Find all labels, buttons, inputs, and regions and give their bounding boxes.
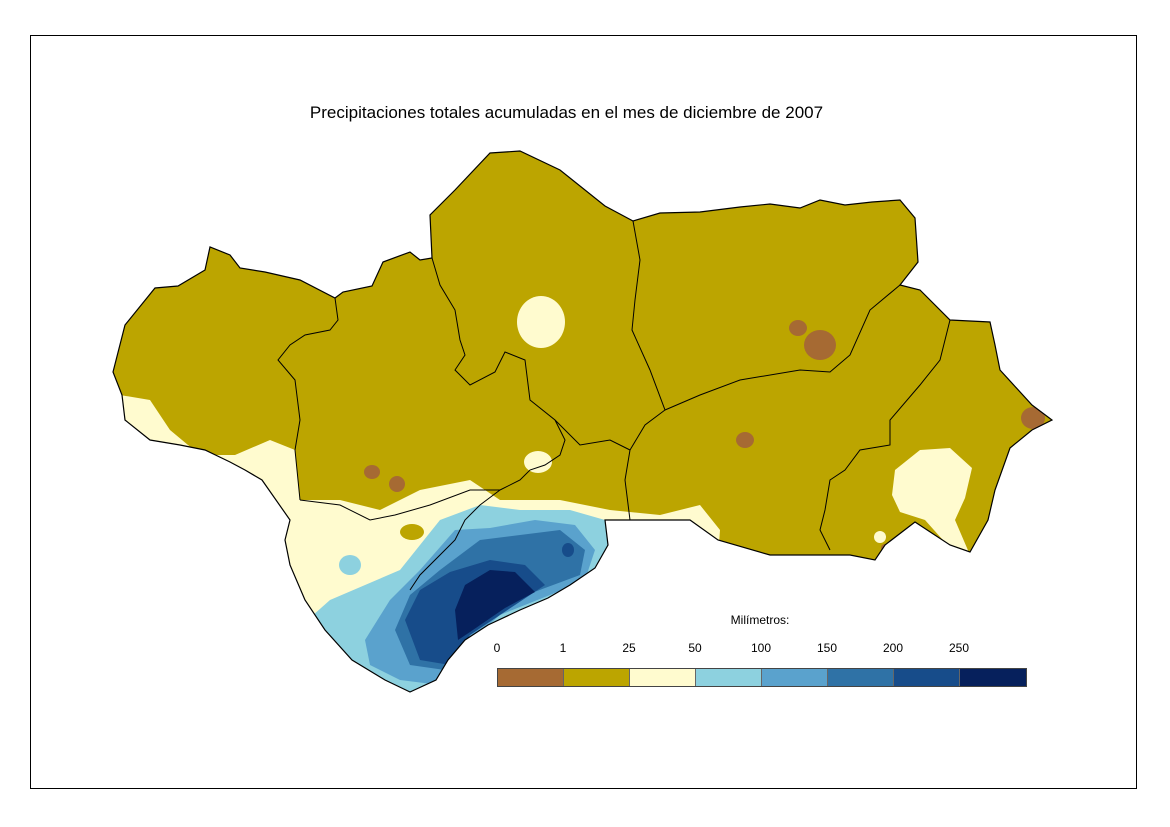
legend-tick-label: 50 [688,641,702,655]
legend-swatch [564,669,630,686]
legend-color-bar [497,668,1027,687]
legend-tick-label: 100 [750,641,772,655]
legend-tick-label: 150 [816,641,838,655]
legend-tick-label: 250 [948,641,970,655]
legend-swatch [498,669,564,686]
map-title: Precipitaciones totales acumuladas en el… [309,103,824,122]
legend-title: Milímetros: [730,613,790,627]
region-outline [112,150,1054,693]
map-frame [30,35,1137,789]
legend-tick-label: 1 [559,641,567,655]
legend-tick-label: 200 [882,641,904,655]
legend-tick-label: 25 [622,641,636,655]
legend-tick-label: 0 [493,641,501,655]
legend-swatch [630,669,696,686]
province-boundaries [277,220,951,591]
legend-swatch [762,669,828,686]
legend-swatch [696,669,762,686]
legend-swatch [960,669,1026,686]
legend-swatch [894,669,960,686]
legend-swatch [828,669,894,686]
